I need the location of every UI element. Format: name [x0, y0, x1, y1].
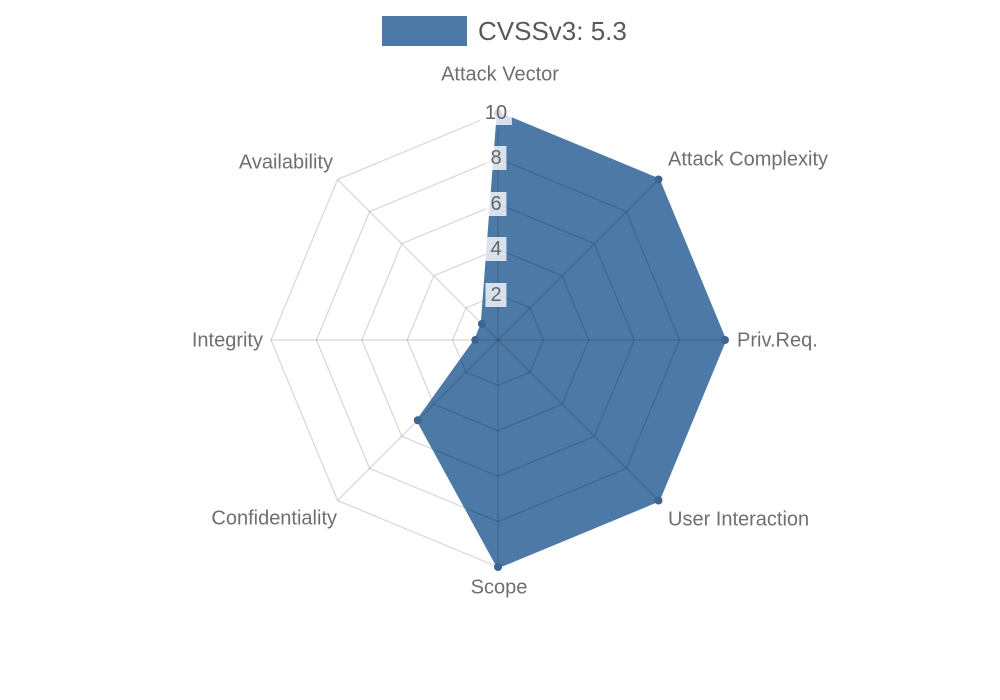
legend-swatch	[382, 16, 467, 46]
tick-label-6: 6	[485, 192, 507, 216]
legend-label: CVSSv3: 5.3	[478, 16, 627, 46]
data-point-1	[654, 175, 663, 184]
tick-label-10: 10	[479, 101, 513, 125]
data-point-3	[654, 496, 663, 505]
tick-label-4: 4	[485, 237, 507, 261]
cvss-data-area	[417, 113, 725, 567]
axis-label-attack-vector: Attack Vector	[441, 63, 559, 86]
axis-label-user-interaction: User Interaction	[668, 508, 810, 531]
data-point-7	[477, 319, 486, 328]
radar-grid-ring-8	[315, 157, 681, 523]
data-point-5	[413, 416, 422, 425]
axis-label-integrity: Integrity	[191, 329, 263, 352]
axis-label-confidentiality: Confidentiality	[211, 507, 337, 530]
chart-legend[interactable]: CVSSv3: 5.3	[382, 16, 627, 46]
radar-axis-line-7	[337, 179, 499, 341]
radar-grid-ring-6	[361, 203, 635, 477]
tick-label-2: 2	[485, 283, 507, 307]
radar-axis-line-3	[497, 339, 659, 501]
data-point-2	[721, 336, 729, 344]
data-point-4	[494, 563, 502, 571]
axis-label-availability: Availability	[238, 151, 333, 174]
tick-label-8: 8	[485, 146, 507, 170]
axis-label-scope: Scope	[470, 576, 528, 599]
radar-axis-line-1	[497, 179, 659, 341]
radar-grid-ring-4	[406, 248, 590, 432]
radar-grid-ring-2	[451, 293, 545, 387]
axis-label-priv-req: Priv.Req.	[737, 329, 818, 352]
axis-label-attack-complexity: Attack Complexity	[668, 148, 829, 171]
data-point-6	[471, 336, 480, 344]
